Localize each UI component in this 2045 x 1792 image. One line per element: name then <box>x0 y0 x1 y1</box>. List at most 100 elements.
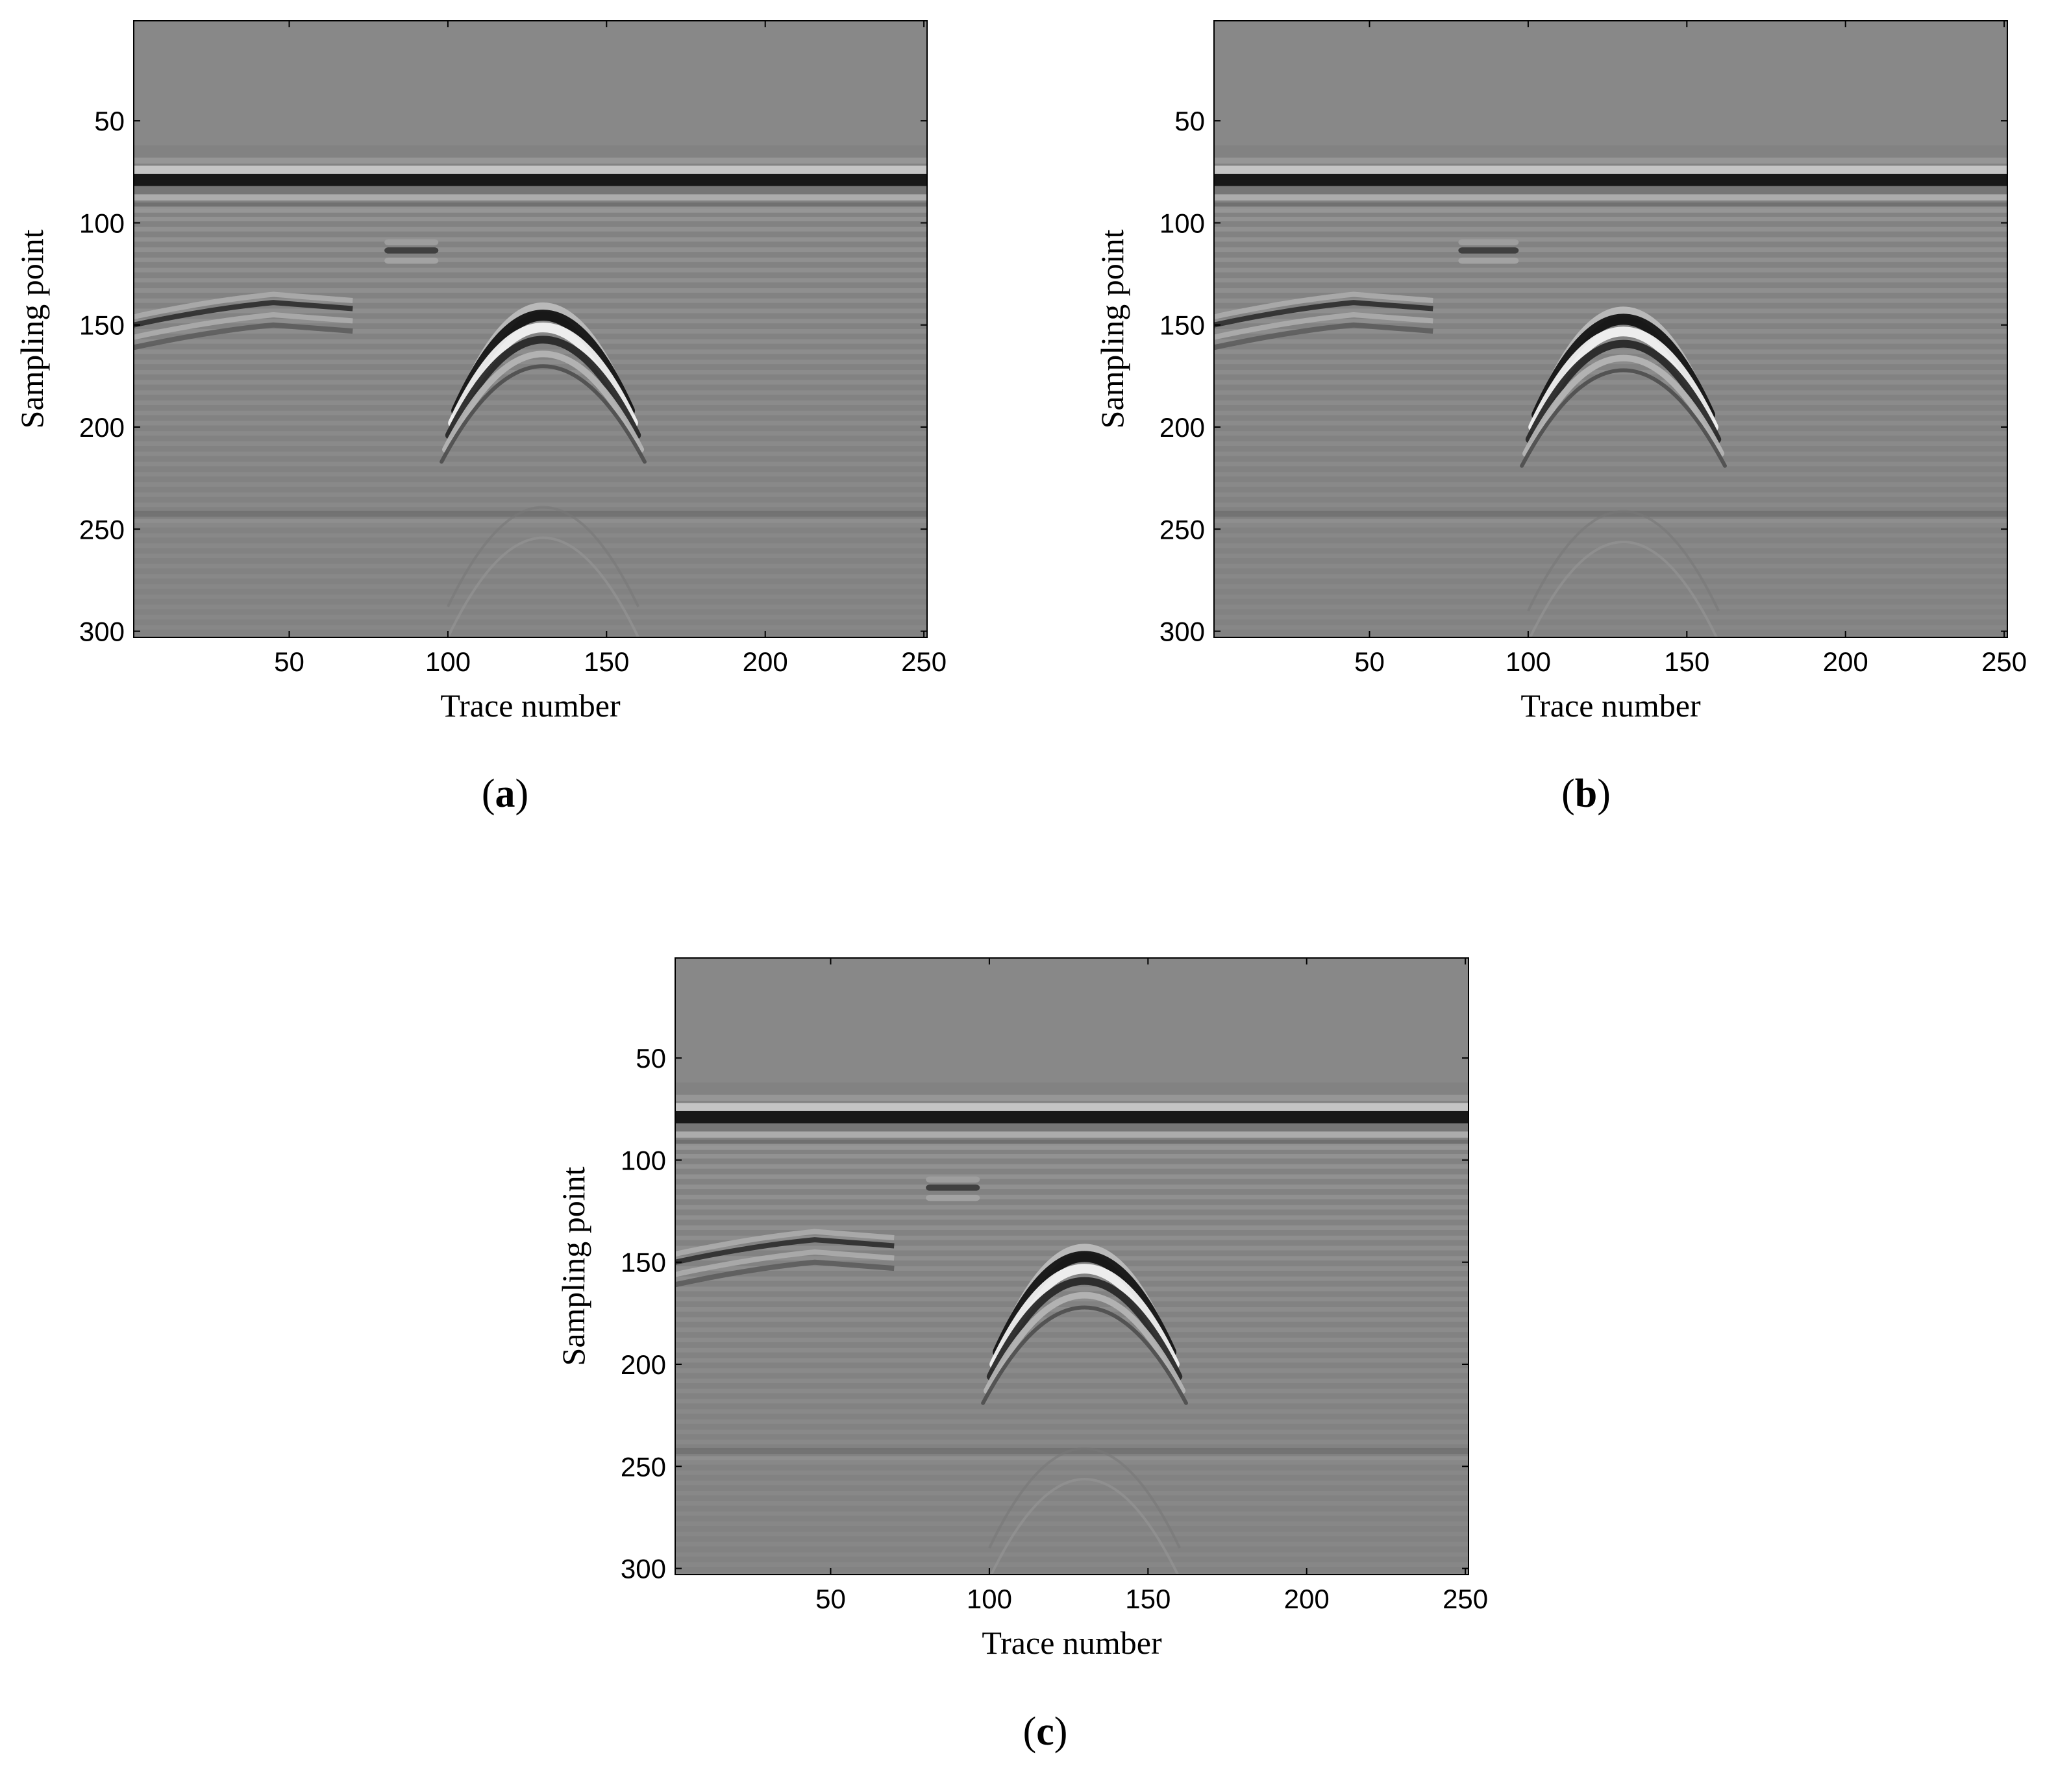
striation <box>675 1480 1469 1486</box>
y-tick-label: 100 <box>621 1145 666 1175</box>
panel-b: 50 100 150 200 250 50 100 150 200 250 300 Trace num… <box>1094 20 2027 816</box>
striation <box>134 360 927 365</box>
diffraction-tail <box>447 506 639 608</box>
striation <box>134 431 927 436</box>
striation <box>1214 216 2007 221</box>
y-tick-label: 300 <box>1159 617 1205 647</box>
striation <box>1214 482 2007 487</box>
radargram-c <box>675 958 1469 1575</box>
direct-wave-band <box>134 157 927 164</box>
striation <box>675 1511 1469 1516</box>
x-tick-label: 200 <box>1823 646 1868 677</box>
reflector-left <box>1214 300 1433 328</box>
reflector-mid <box>384 257 439 264</box>
direct-wave-band <box>1214 157 2007 164</box>
striation <box>134 369 927 374</box>
striation <box>1214 472 2007 477</box>
deep-layer <box>675 1456 1469 1460</box>
direct-wave-band <box>1214 173 2007 186</box>
striation <box>134 574 927 579</box>
reflector-left <box>675 1237 895 1265</box>
y-tick-label: 250 <box>621 1451 666 1482</box>
striation <box>1214 584 2007 589</box>
striation <box>134 400 927 406</box>
striation <box>675 1491 1469 1495</box>
hyperbola <box>1520 368 1727 468</box>
striation <box>134 502 927 508</box>
striation <box>1214 492 2007 497</box>
plot-frame <box>1213 20 2008 638</box>
plot-frame <box>133 20 928 638</box>
panel-caption: (a) <box>482 772 528 816</box>
x-tick-label: 250 <box>901 646 947 677</box>
striation <box>134 257 927 262</box>
striation <box>1214 554 2007 558</box>
striation <box>1214 522 2007 528</box>
hyperbola <box>440 364 647 464</box>
reflector-left <box>134 322 353 350</box>
striation <box>134 390 927 395</box>
striation <box>675 1317 1469 1322</box>
reflector-left <box>134 300 353 328</box>
reflector-left <box>134 312 353 340</box>
striation <box>1214 288 2007 293</box>
striation <box>134 543 927 548</box>
deep-layer <box>1214 519 2007 523</box>
y-tick-label: 250 <box>1159 514 1205 545</box>
striation <box>675 1501 1469 1506</box>
reflector-mid <box>926 1184 980 1191</box>
direct-wave-band <box>134 202 927 207</box>
y-tick-label: 100 <box>79 208 125 238</box>
striation <box>675 1429 1469 1434</box>
x-tick-label: 50 <box>1354 646 1385 677</box>
striation <box>134 267 927 273</box>
y-tick-label: 200 <box>1159 412 1205 443</box>
deep-layer <box>134 519 927 523</box>
striation <box>134 288 927 293</box>
striation <box>1214 380 2007 385</box>
striation <box>675 1552 1469 1557</box>
y-tick-label: 50 <box>1174 106 1205 136</box>
hyperbola <box>442 350 645 453</box>
striation <box>134 533 927 538</box>
x-tick-label: 200 <box>1284 1584 1330 1614</box>
direct-wave-band <box>675 1094 1469 1101</box>
striation <box>1214 349 2007 354</box>
striation <box>1214 563 2007 569</box>
striation <box>134 237 927 242</box>
striation <box>134 522 927 528</box>
striation <box>1214 533 2007 538</box>
striation <box>675 1194 1469 1199</box>
reflector-left <box>675 1229 895 1257</box>
striation <box>134 554 927 558</box>
x-tick-label: 150 <box>584 646 629 677</box>
y-tick-label: 200 <box>79 412 125 443</box>
diffraction-tail <box>1528 540 1718 637</box>
striation <box>675 1347 1469 1353</box>
striation <box>134 421 927 426</box>
striation <box>675 1184 1469 1190</box>
hyperbola <box>989 1264 1180 1369</box>
diffraction-tail <box>989 1477 1180 1575</box>
hyperbola <box>984 1292 1186 1394</box>
striation <box>675 1460 1469 1465</box>
reflector-left <box>675 1259 895 1288</box>
striation <box>1214 451 2007 456</box>
direct-wave-band <box>134 173 927 186</box>
panel-c: 50 100 150 200 250 50 100 150 200 250 300 Trace num… <box>555 957 1488 1754</box>
direct-wave-band <box>675 1111 1469 1123</box>
hyperbola <box>445 336 641 439</box>
x-axis-label: Trace number <box>982 1625 1162 1661</box>
x-tick-label: 150 <box>1664 646 1709 677</box>
y-tick-label: 50 <box>94 106 125 136</box>
striation <box>675 1174 1469 1179</box>
striation <box>1214 227 2007 232</box>
x-tick-label: 50 <box>815 1584 846 1614</box>
reflector-left <box>675 1249 895 1277</box>
reflector-mid <box>926 1194 980 1201</box>
striation <box>134 278 927 283</box>
striation <box>675 1388 1469 1393</box>
direct-wave-band <box>1214 194 2007 201</box>
striation <box>675 1521 1469 1527</box>
x-tick-label: 100 <box>425 646 471 677</box>
